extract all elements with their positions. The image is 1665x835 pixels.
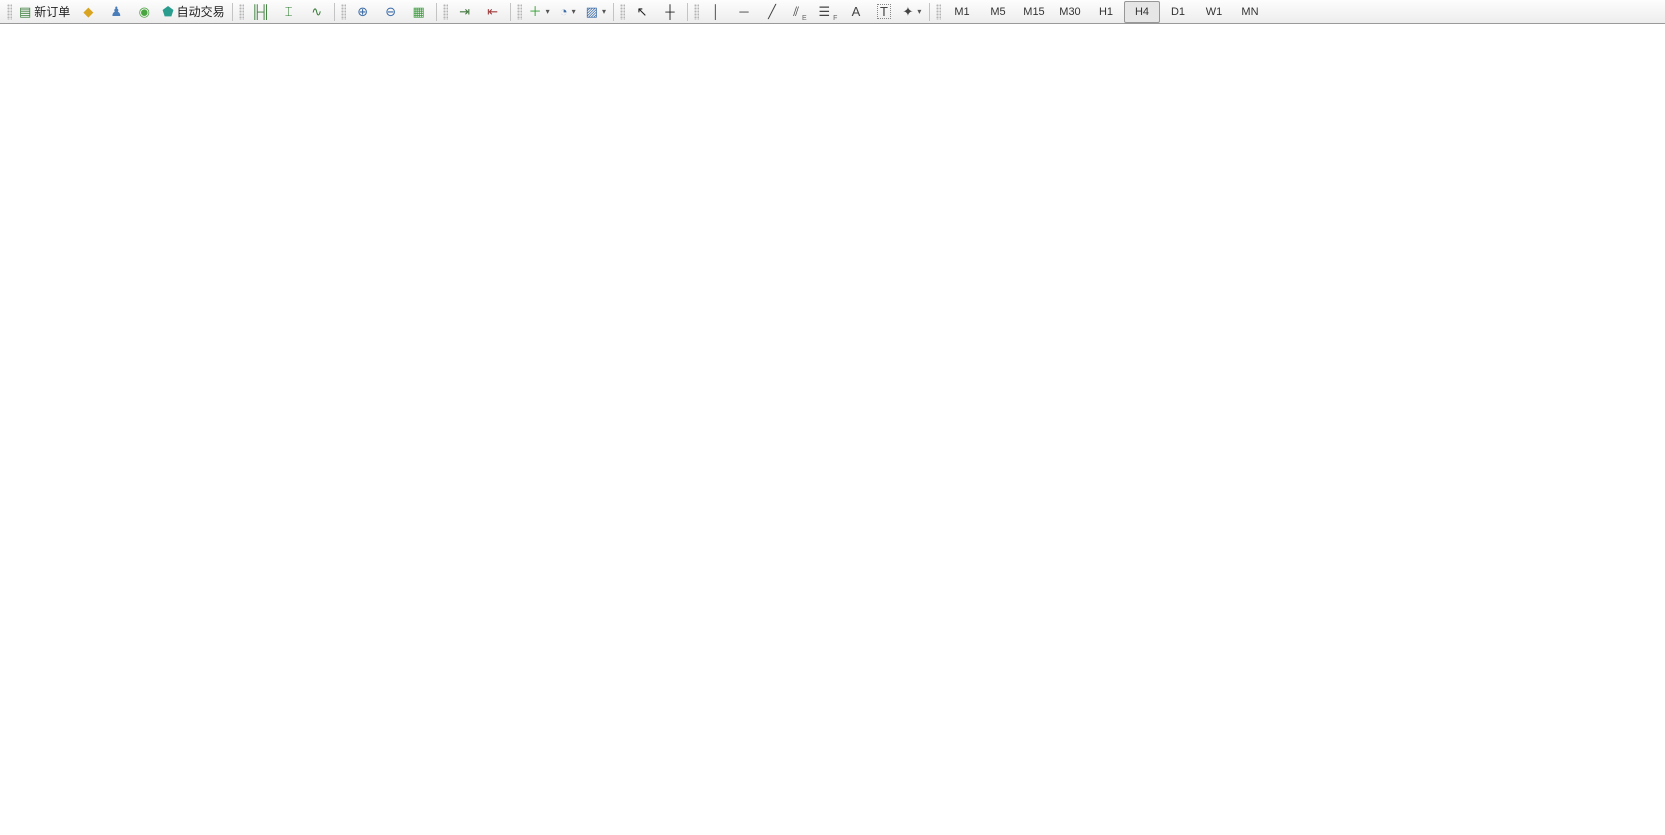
autotrade-button-label: 自动交易 xyxy=(176,5,225,19)
arrows-tool-button[interactable]: ✦ ▾ xyxy=(898,1,926,23)
line-chart-button[interactable]: ∿ xyxy=(303,1,331,23)
toolbar-grip xyxy=(935,3,941,20)
bar-chart-button[interactable]: ╟╢ xyxy=(247,1,275,23)
trendline-button[interactable]: ╱ xyxy=(758,1,786,23)
crosshair-icon: ┼ xyxy=(665,4,675,19)
fibonacci-icon: ☰ xyxy=(818,4,831,19)
candlestick-chart-button[interactable]: ⌶ xyxy=(275,1,303,23)
vertical-line-icon: │ xyxy=(711,4,721,19)
signal-icon: ◉ xyxy=(138,4,150,19)
line-chart-icon: ∿ xyxy=(311,4,323,19)
auto-scroll-button[interactable]: ⇥ xyxy=(451,1,479,23)
templates-button[interactable]: ▨ ▾ xyxy=(582,1,610,23)
tf-m1-button[interactable]: M1 xyxy=(954,5,970,18)
text-button[interactable]: A xyxy=(842,1,870,23)
market-watch-button[interactable]: ◆ xyxy=(74,1,102,23)
autotrade-button[interactable]: ⬟ 自动交易 xyxy=(158,1,228,23)
chart-window xyxy=(0,24,1665,835)
vertical-line-button[interactable]: │ xyxy=(702,1,730,23)
indicators-icon: ＋ xyxy=(528,4,542,19)
horizontal-line-icon: ─ xyxy=(739,4,749,19)
new-order-button-label: 新订单 xyxy=(34,5,71,19)
zoom-out-icon: ⊖ xyxy=(385,4,397,19)
cursor-icon: ↖ xyxy=(636,4,648,19)
toolbar-separator xyxy=(509,2,511,21)
toolbar-separator xyxy=(231,2,233,21)
dropdown-arrow-icon[interactable]: ▾ xyxy=(545,7,550,16)
horizontal-line-button[interactable]: ─ xyxy=(730,1,758,23)
tf-m30-button[interactable]: M30 xyxy=(1059,5,1081,18)
toolbar-separator xyxy=(928,2,930,21)
tf-w1-button[interactable]: W1 xyxy=(1205,5,1223,18)
toolbar-grip xyxy=(340,3,346,20)
arrows-tool-icon: ✦ xyxy=(902,4,914,19)
zoom-in-icon: ⊕ xyxy=(357,4,369,19)
profile-icon: ♟ xyxy=(110,4,123,19)
tf-mn-button[interactable]: MN xyxy=(1241,5,1259,18)
toolbar-separator xyxy=(612,2,614,21)
toolbar-grip xyxy=(693,3,699,20)
zoom-in-button[interactable]: ⊕ xyxy=(349,1,377,23)
toolbar-separator xyxy=(435,2,437,21)
profile-button[interactable]: ♟ xyxy=(102,1,130,23)
chart-shift-button[interactable]: ⇤ xyxy=(479,1,507,23)
tf-m5-button[interactable]: M5 xyxy=(990,5,1006,18)
tf-h4-button[interactable]: H4 xyxy=(1123,0,1160,23)
tf-m15-button[interactable]: M15 xyxy=(1023,5,1045,18)
trendline-icon: ╱ xyxy=(768,4,776,19)
signal-button[interactable]: ◉ xyxy=(130,1,158,23)
chart-shift-icon: ⇤ xyxy=(487,4,499,19)
crosshair-button[interactable]: ┼ xyxy=(656,1,684,23)
toolbar-grip xyxy=(442,3,448,20)
fibonacci-button[interactable]: ☰ F xyxy=(818,4,838,22)
tf-d1-button[interactable]: D1 xyxy=(1170,5,1186,18)
tile-windows-icon: ▦ xyxy=(412,4,425,19)
dropdown-arrow-icon[interactable]: ▾ xyxy=(601,7,606,16)
new-order-button[interactable]: ▤ 新订单 xyxy=(15,1,74,23)
toolbar-grip xyxy=(516,3,522,20)
equidistant-channel-icon: ⫽ xyxy=(793,4,800,19)
text-icon: A xyxy=(851,4,861,19)
text-label-button[interactable]: T xyxy=(870,1,898,23)
text-label-icon: T xyxy=(877,4,891,19)
toolbar-grip xyxy=(619,3,625,20)
toolbar-grip xyxy=(238,3,244,20)
autotrade-icon: ⬟ xyxy=(162,4,174,19)
tf-h1-button[interactable]: H1 xyxy=(1098,5,1114,18)
toolbar-grip xyxy=(7,3,12,20)
periods-button[interactable]: ◔ ▾ xyxy=(554,1,582,23)
equidistant-channel-button[interactable]: ⫽ E xyxy=(793,4,807,22)
toolbar-separator xyxy=(686,2,688,21)
dropdown-arrow-icon[interactable]: ▾ xyxy=(571,7,576,16)
zoom-out-button[interactable]: ⊖ xyxy=(377,1,405,23)
toolbar-separator xyxy=(333,2,335,21)
candlestick-chart-icon: ⌶ xyxy=(284,4,293,19)
templates-icon: ▨ xyxy=(585,4,598,19)
auto-scroll-icon: ⇥ xyxy=(459,4,471,19)
market-watch-icon: ◆ xyxy=(83,4,94,19)
tile-windows-button[interactable]: ▦ xyxy=(405,1,433,23)
new-order-icon: ▤ xyxy=(19,4,32,19)
dropdown-arrow-icon[interactable]: ▾ xyxy=(917,7,922,16)
chart-canvas[interactable] xyxy=(0,24,1665,835)
indicators-button[interactable]: ＋ ▾ xyxy=(525,1,554,23)
periods-icon: ◔ xyxy=(559,4,568,19)
bar-chart-icon: ╟╢ xyxy=(251,4,270,19)
main-toolbar: ▤ 新订单 ◆ ♟ ◉ ⬟ 自动交易 ╟╢ ⌶ ∿ ⊕ ⊖ ▦ ⇥ ⇤ ＋ ▾ ◔ ▾ ▨ ▾ ↖ ┼ │ ─ ╱ ⫽ E ☰ F A T ✦ ▾… xyxy=(0,0,1665,24)
cursor-button[interactable]: ↖ xyxy=(628,1,656,23)
